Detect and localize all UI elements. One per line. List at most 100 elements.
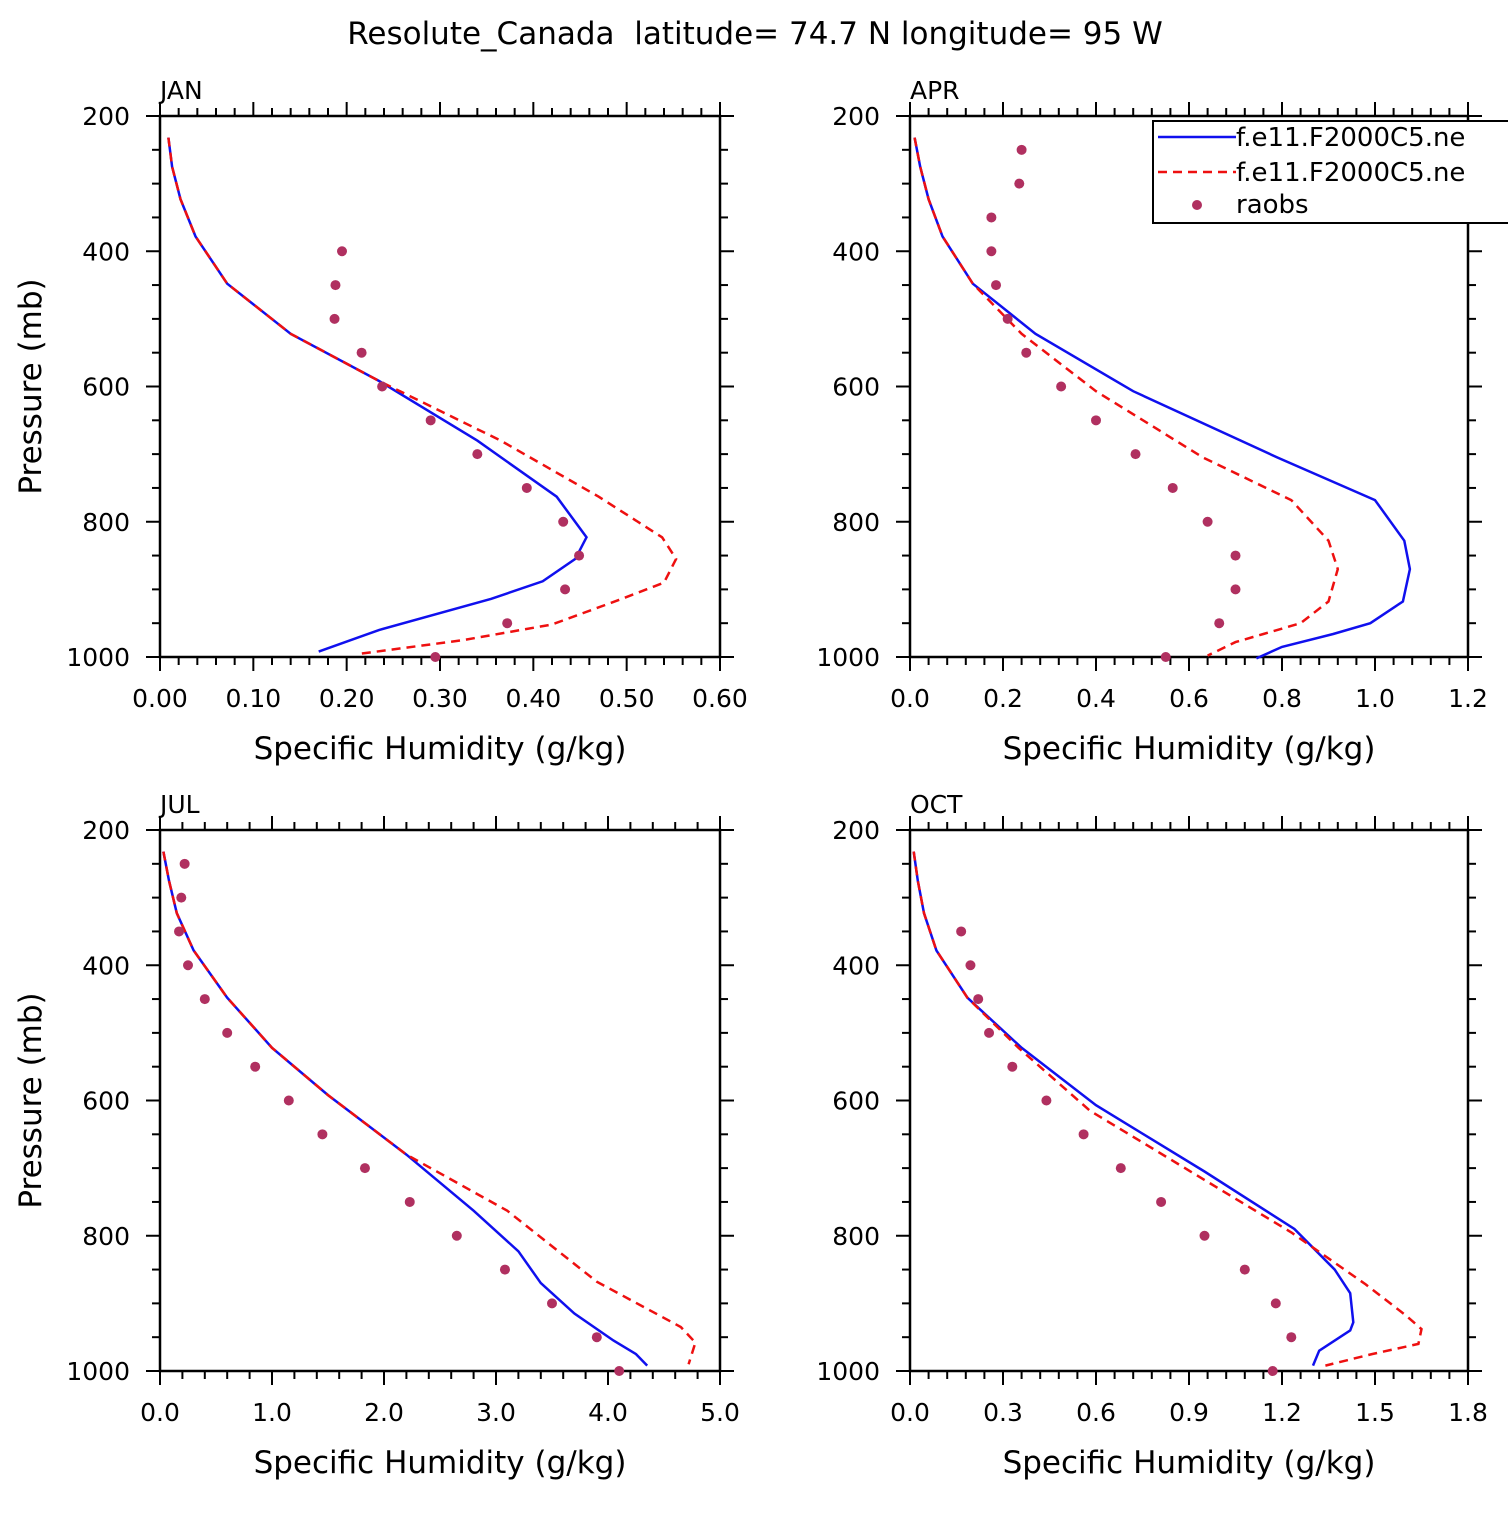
x-axis-title: Specific Humidity (g/kg) (254, 731, 627, 767)
raobs-point (1130, 449, 1141, 460)
raobs-point (430, 652, 441, 662)
x-axis-title: Specific Humidity (g/kg) (1003, 731, 1376, 767)
series-line-model-dashed (912, 851, 1423, 1367)
panel-label: JAN (158, 76, 203, 105)
raobs-point (1239, 1264, 1250, 1275)
y-tick-label: 400 (82, 237, 130, 266)
raobs-point (317, 1129, 328, 1140)
raobs-point (222, 1027, 233, 1038)
x-tick-label: 0.8 (1262, 684, 1302, 713)
panel-label: OCT (910, 790, 963, 819)
x-tick-label: 0.00 (132, 684, 188, 713)
x-tick-label: 1.8 (1448, 1398, 1488, 1427)
x-tick-label: 0.20 (319, 684, 375, 713)
raobs-point (179, 858, 190, 869)
raobs-point (174, 926, 185, 937)
plot-frame (908, 828, 1470, 1373)
y-tick-label: 1000 (816, 1357, 880, 1386)
raobs-point (404, 1196, 415, 1207)
y-tick-label: 800 (82, 1222, 130, 1251)
raobs-point (956, 926, 967, 937)
x-tick-label: 0.10 (225, 684, 281, 713)
y-tick-label: 400 (832, 237, 880, 266)
raobs-point (330, 280, 341, 291)
raobs-point (1199, 1230, 1210, 1241)
raobs-point (986, 246, 997, 257)
raobs-point (1230, 584, 1241, 595)
raobs-point (1156, 1196, 1167, 1207)
raobs-point (472, 449, 483, 460)
y-tick-label: 800 (832, 508, 880, 537)
raobs-point (558, 516, 569, 527)
panel-oct: OCT 0.0 0.3 0.6 0.9 1.2 1.5 1.8 200 400 600 800 1000… (816, 790, 1488, 1481)
x-tick-label: 1.2 (1262, 1398, 1302, 1427)
y-tick-label: 200 (832, 816, 880, 845)
x-tick-label: 0.6 (1169, 684, 1209, 713)
y-tick-label: 800 (82, 508, 130, 537)
raobs-point (1078, 1129, 1089, 1140)
x-tick-label: 1.2 (1448, 684, 1488, 713)
raobs-point (521, 482, 532, 493)
panel-label: APR (910, 76, 960, 105)
x-tick-label: 4.0 (588, 1398, 628, 1427)
raobs-point (560, 584, 571, 595)
series-line-model-dashed (913, 137, 1340, 657)
raobs-point (547, 1298, 557, 1309)
x-tick-label: 0.3 (983, 1398, 1023, 1427)
figure-title: Resolute_Canada latitude= 74.7 N longitu… (347, 16, 1163, 52)
y-axis-title: Pressure (mb) (13, 992, 49, 1208)
y-tick-label: 1000 (66, 1357, 130, 1386)
raobs-point (1230, 550, 1241, 561)
x-tick-label: 0.30 (412, 684, 468, 713)
y-tick-label: 200 (82, 102, 130, 131)
legend-label-1: f.e11.F2000C5.ne (1236, 123, 1465, 153)
raobs-point (329, 313, 340, 324)
legend: f.e11.F2000C5.ne f.e11.F2000C5.ne raobs (1152, 120, 1508, 224)
raobs-point (1056, 381, 1067, 392)
x-tick-label: 5.0 (700, 1398, 740, 1427)
raobs-point (499, 1264, 510, 1275)
panel-jan: JAN 0.00 0.10 0.20 0.30 0.40 0.50 0.60 200 400 600… (13, 76, 748, 767)
x-tick-label: 0.0 (140, 1398, 180, 1427)
x-tick-label: 0.0 (890, 684, 930, 713)
series-line-model-solid (912, 851, 1355, 1367)
raobs-point (1160, 652, 1171, 662)
raobs-point (1214, 618, 1225, 629)
raobs-point (377, 381, 388, 392)
raobs-point (1167, 482, 1178, 493)
series-line-model-solid (162, 851, 649, 1367)
raobs-point (1002, 313, 1013, 324)
x-tick-label: 0.50 (599, 684, 655, 713)
y-tick-label: 600 (832, 373, 880, 402)
y-tick-label: 600 (832, 1087, 880, 1116)
y-tick-label: 600 (82, 1087, 130, 1116)
y-tick-label: 600 (82, 373, 130, 402)
raobs-point (337, 246, 347, 257)
raobs-point (1016, 144, 1027, 155)
x-tick-label: 2.0 (364, 1398, 404, 1427)
raobs-point (1014, 178, 1025, 189)
raobs-point (1007, 1061, 1018, 1072)
raobs-point (1041, 1095, 1052, 1106)
raobs-point (502, 618, 513, 629)
raobs-point (359, 1163, 370, 1174)
raobs-point (1021, 347, 1032, 358)
x-tick-label: 1.5 (1355, 1398, 1395, 1427)
y-axis-title: Pressure (mb) (13, 278, 49, 494)
plot-frame (158, 828, 722, 1373)
raobs-point (425, 415, 436, 426)
series-line-model-dashed (162, 851, 697, 1365)
raobs-point (984, 1027, 995, 1038)
x-tick-label: 1.0 (252, 1398, 292, 1427)
raobs-point (986, 212, 997, 223)
x-tick-label: 0.0 (890, 1398, 930, 1427)
raobs-point (965, 960, 976, 971)
y-tick-label: 400 (82, 951, 130, 980)
raobs-point (176, 892, 187, 903)
raobs-point (591, 1332, 602, 1343)
raobs-point (991, 280, 1002, 291)
raobs-point (1115, 1163, 1126, 1174)
x-tick-label: 0.6 (1076, 1398, 1116, 1427)
